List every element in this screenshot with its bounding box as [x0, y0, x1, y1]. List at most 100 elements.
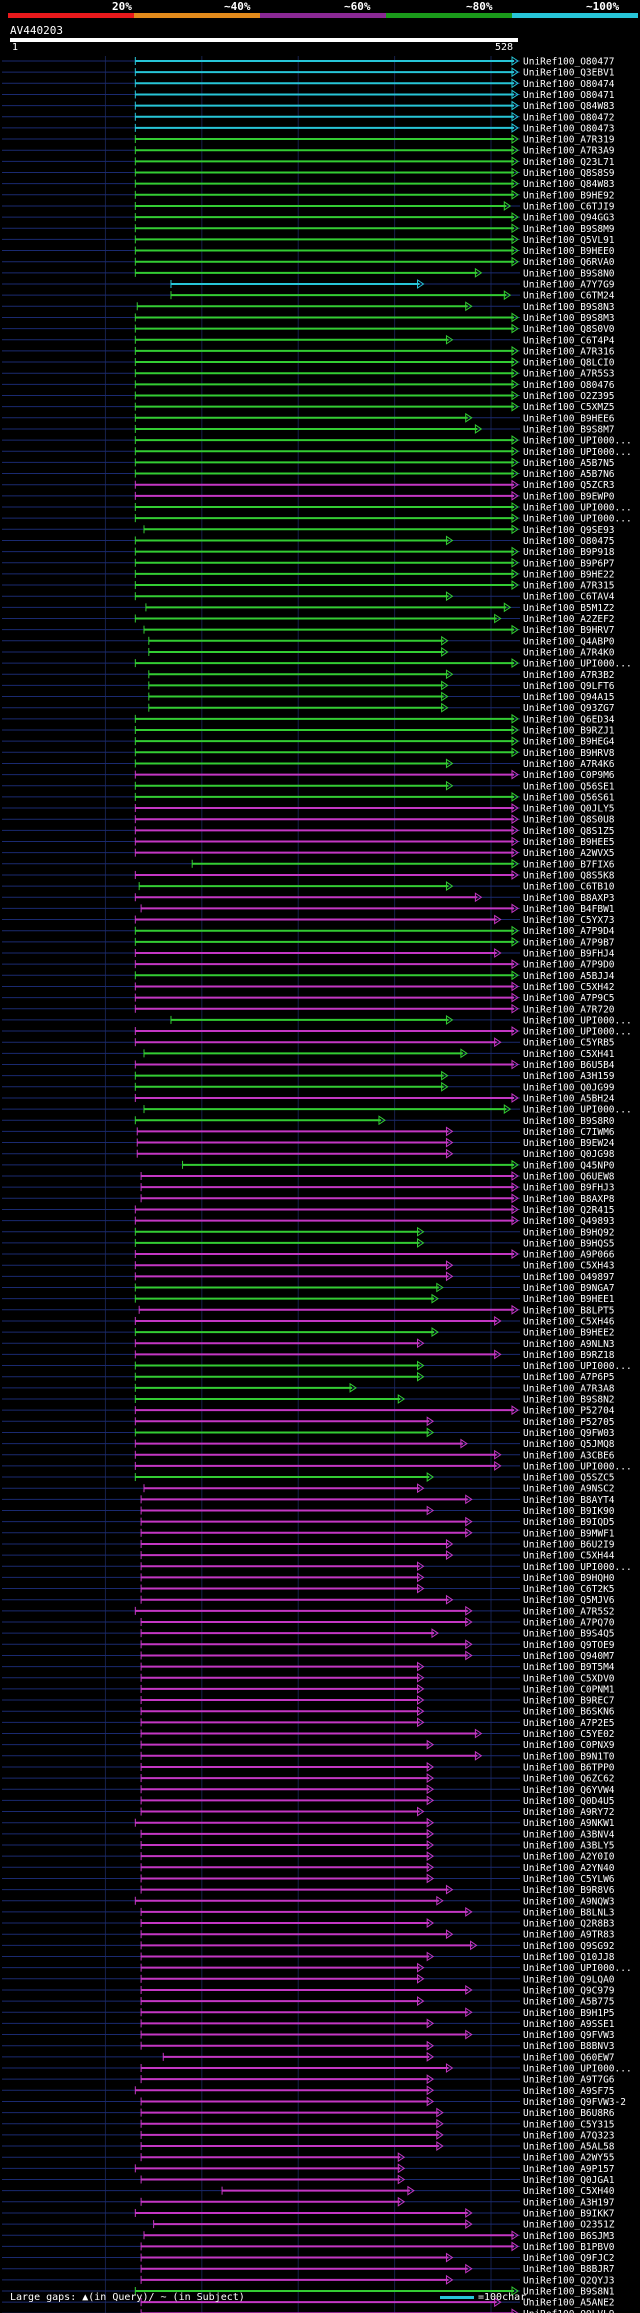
hit-row[interactable]: UniRef100_Q45NP0	[2, 1159, 615, 1171]
hit-row[interactable]: UniRef100_O80474	[2, 78, 615, 90]
hit-label[interactable]: UniRef100_A7R4K6	[523, 759, 615, 770]
hit-label[interactable]: UniRef100_C5Y315	[523, 2119, 615, 2130]
hit-label[interactable]: UniRef100_Q9FVW3	[523, 2030, 615, 2041]
hit-row[interactable]: UniRef100_P52704	[2, 1405, 615, 1417]
hit-row[interactable]: UniRef100_Q8S0V0	[2, 323, 615, 335]
hit-row[interactable]: UniRef100_B9IKK7	[2, 2208, 615, 2219]
hit-label[interactable]: UniRef100_B9T5M4	[523, 1662, 615, 1673]
hit-row[interactable]: UniRef100_A7P9C5	[2, 992, 615, 1004]
hit-label[interactable]: UniRef100_A9NSC2	[523, 1484, 615, 1495]
hit-row[interactable]: UniRef100_Q6YVW4	[2, 1784, 615, 1796]
hit-label[interactable]: UniRef100_A3H159	[523, 1071, 615, 1082]
hit-row[interactable]: UniRef100_A7Q323	[2, 2129, 615, 2141]
hit-label[interactable]: UniRef100_Q9SE93	[523, 525, 615, 536]
hit-row[interactable]: UniRef100_B6U2I9	[2, 1539, 615, 1550]
hit-label[interactable]: UniRef100_B9HQH0	[523, 1573, 615, 1584]
hit-row[interactable]: UniRef100_UPI000...	[2, 435, 632, 447]
hit-label[interactable]: UniRef100_Q6UEW8	[523, 1172, 615, 1183]
hit-row[interactable]: UniRef100_C5YX73	[2, 914, 615, 926]
hit-row[interactable]: UniRef100_A7Y7G9	[2, 279, 615, 291]
hit-row[interactable]: UniRef100_A5AL58	[2, 2141, 615, 2153]
hit-label[interactable]: UniRef100_O80471	[523, 90, 615, 101]
hit-label[interactable]: UniRef100_B6TPP0	[523, 1762, 615, 1773]
hit-label[interactable]: UniRef100_O2Z395	[523, 391, 615, 402]
hit-label[interactable]: UniRef100_Q0LVL9	[523, 2309, 615, 2313]
hit-label[interactable]: UniRef100_Q56SE1	[523, 781, 615, 792]
hit-row[interactable]: UniRef100_B9HRV8	[2, 747, 615, 759]
hit-label[interactable]: UniRef100_A5AL58	[523, 2142, 615, 2153]
hit-label[interactable]: UniRef100_P52705	[523, 1417, 615, 1428]
hit-row[interactable]: UniRef100_A9T7G6	[2, 2074, 615, 2086]
hit-row[interactable]: UniRef100_C5XMZ5	[2, 401, 615, 413]
hit-label[interactable]: UniRef100_Q2R415	[523, 1205, 615, 1216]
hit-label[interactable]: UniRef100_A9NKW1	[523, 1818, 615, 1829]
hit-row[interactable]: UniRef100_A7P9D0	[2, 959, 615, 971]
hit-label[interactable]: UniRef100_O80472	[523, 112, 615, 123]
hit-row[interactable]: UniRef100_A3BLY5	[2, 1840, 615, 1852]
hit-label[interactable]: UniRef100_A2YN40	[523, 1863, 615, 1874]
hit-row[interactable]: UniRef100_Q0JG99	[2, 1081, 615, 1093]
hit-label[interactable]: UniRef100_A9RY72	[523, 1807, 615, 1818]
hit-label[interactable]: UniRef100_A7R4K0	[523, 647, 615, 658]
hit-label[interactable]: UniRef100_C5XH40	[523, 2186, 615, 2197]
hit-label[interactable]: UniRef100_B9H1P5	[523, 2008, 615, 2019]
hit-row[interactable]: UniRef100_B9HQH0	[2, 1572, 615, 1584]
hit-row[interactable]: UniRef100_Q94A15	[2, 691, 615, 703]
hit-row[interactable]: UniRef100_Q9FJC2	[2, 2252, 615, 2264]
hit-row[interactable]: UniRef100_Q94GG3	[2, 212, 615, 224]
hit-label[interactable]: UniRef100_Q8S8S9	[523, 168, 615, 179]
hit-label[interactable]: UniRef100_Q0JG99	[523, 1082, 615, 1093]
hit-label[interactable]: UniRef100_A7P9B7	[523, 937, 615, 948]
hit-label[interactable]: UniRef100_Q6ZC62	[523, 1774, 615, 1785]
hit-row[interactable]: UniRef100_B9FHJ3	[2, 1182, 615, 1194]
hit-row[interactable]: UniRef100_B9T5M4	[2, 1661, 615, 1673]
hit-row[interactable]: UniRef100_O2Z395	[2, 390, 615, 402]
hit-label[interactable]: UniRef100_C6TJI9	[523, 201, 615, 212]
hit-label[interactable]: UniRef100_B9S8R0	[523, 1116, 615, 1127]
hit-label[interactable]: UniRef100_A5B775	[523, 1997, 615, 2008]
hit-row[interactable]: UniRef100_B9S8M9	[2, 223, 615, 235]
hit-row[interactable]: UniRef100_C5XH41	[2, 1048, 615, 1060]
hit-label[interactable]: UniRef100_C6TM24	[523, 291, 615, 302]
hit-row[interactable]: UniRef100_B9HQS5	[2, 1237, 615, 1249]
hit-label[interactable]: UniRef100_Q2QYJ3	[523, 2275, 615, 2286]
hit-label[interactable]: UniRef100_A7R319	[523, 135, 615, 146]
hit-row[interactable]: UniRef100_A7R319	[2, 134, 615, 146]
hit-label[interactable]: UniRef100_C5YRB5	[523, 1038, 615, 1049]
hit-label[interactable]: UniRef100_Q49893	[523, 1216, 615, 1227]
hit-label[interactable]: UniRef100_B6SJM3	[523, 2231, 615, 2242]
hit-row[interactable]: UniRef100_Q0JG98	[2, 1148, 615, 1160]
hit-row[interactable]: UniRef100_B9HRV7	[2, 624, 615, 636]
hit-row[interactable]: UniRef100_B7FIX6	[2, 858, 615, 870]
hit-row[interactable]: UniRef100_C6TJI9	[2, 201, 615, 212]
hit-row[interactable]: UniRef100_B9REC7	[2, 1695, 615, 1707]
hit-label[interactable]: UniRef100_A3CBE6	[523, 1450, 615, 1461]
hit-row[interactable]: UniRef100_A9NQW3	[2, 1895, 615, 1907]
hit-label[interactable]: UniRef100_Q93ZG7	[523, 703, 615, 714]
hit-row[interactable]: UniRef100_B9S8M7	[2, 424, 615, 435]
hit-row[interactable]: UniRef100_UPI000...	[2, 1962, 632, 1974]
hit-label[interactable]: UniRef100_B9S8N3	[523, 302, 615, 313]
hit-label[interactable]: UniRef100_B9NGA7	[523, 1283, 615, 1294]
hit-label[interactable]: UniRef100_B9MWF1	[523, 1528, 615, 1539]
hit-label[interactable]: UniRef100_A7Y7G9	[523, 280, 615, 291]
hit-label[interactable]: UniRef100_A9T7G6	[523, 2075, 615, 2086]
hit-label[interactable]: UniRef100_B9REC7	[523, 1696, 615, 1707]
hit-row[interactable]: UniRef100_B9HQ92	[2, 1226, 615, 1238]
hit-label[interactable]: UniRef100_A7P9C5	[523, 993, 615, 1004]
hit-row[interactable]: UniRef100_A3H197	[2, 2196, 615, 2208]
hit-row[interactable]: UniRef100_Q9FW03	[2, 1427, 615, 1439]
hit-label[interactable]: UniRef100_Q0JG98	[523, 1149, 615, 1160]
hit-label[interactable]: UniRef100_P52704	[523, 1406, 615, 1417]
hit-row[interactable]: UniRef100_Q2R8B3	[2, 1918, 615, 1930]
hit-label[interactable]: UniRef100_Q60EW7	[523, 2052, 615, 2063]
hit-label[interactable]: UniRef100_B9R8V6	[523, 1885, 615, 1896]
hit-label[interactable]: UniRef100_C0PNM1	[523, 1684, 615, 1695]
hit-label[interactable]: UniRef100_A7R315	[523, 581, 615, 592]
hit-label[interactable]: UniRef100_B6U5B4	[523, 1060, 615, 1071]
hit-row[interactable]: UniRef100_A2ZEF2	[2, 613, 615, 625]
hit-row[interactable]: UniRef100_B9S8N1	[2, 2286, 615, 2298]
hit-row[interactable]: UniRef100_B9R8V6	[2, 1884, 615, 1896]
hit-row[interactable]: UniRef100_Q9LFT6	[2, 680, 615, 692]
hit-row[interactable]: UniRef100_Q5SZC5	[2, 1472, 615, 1484]
